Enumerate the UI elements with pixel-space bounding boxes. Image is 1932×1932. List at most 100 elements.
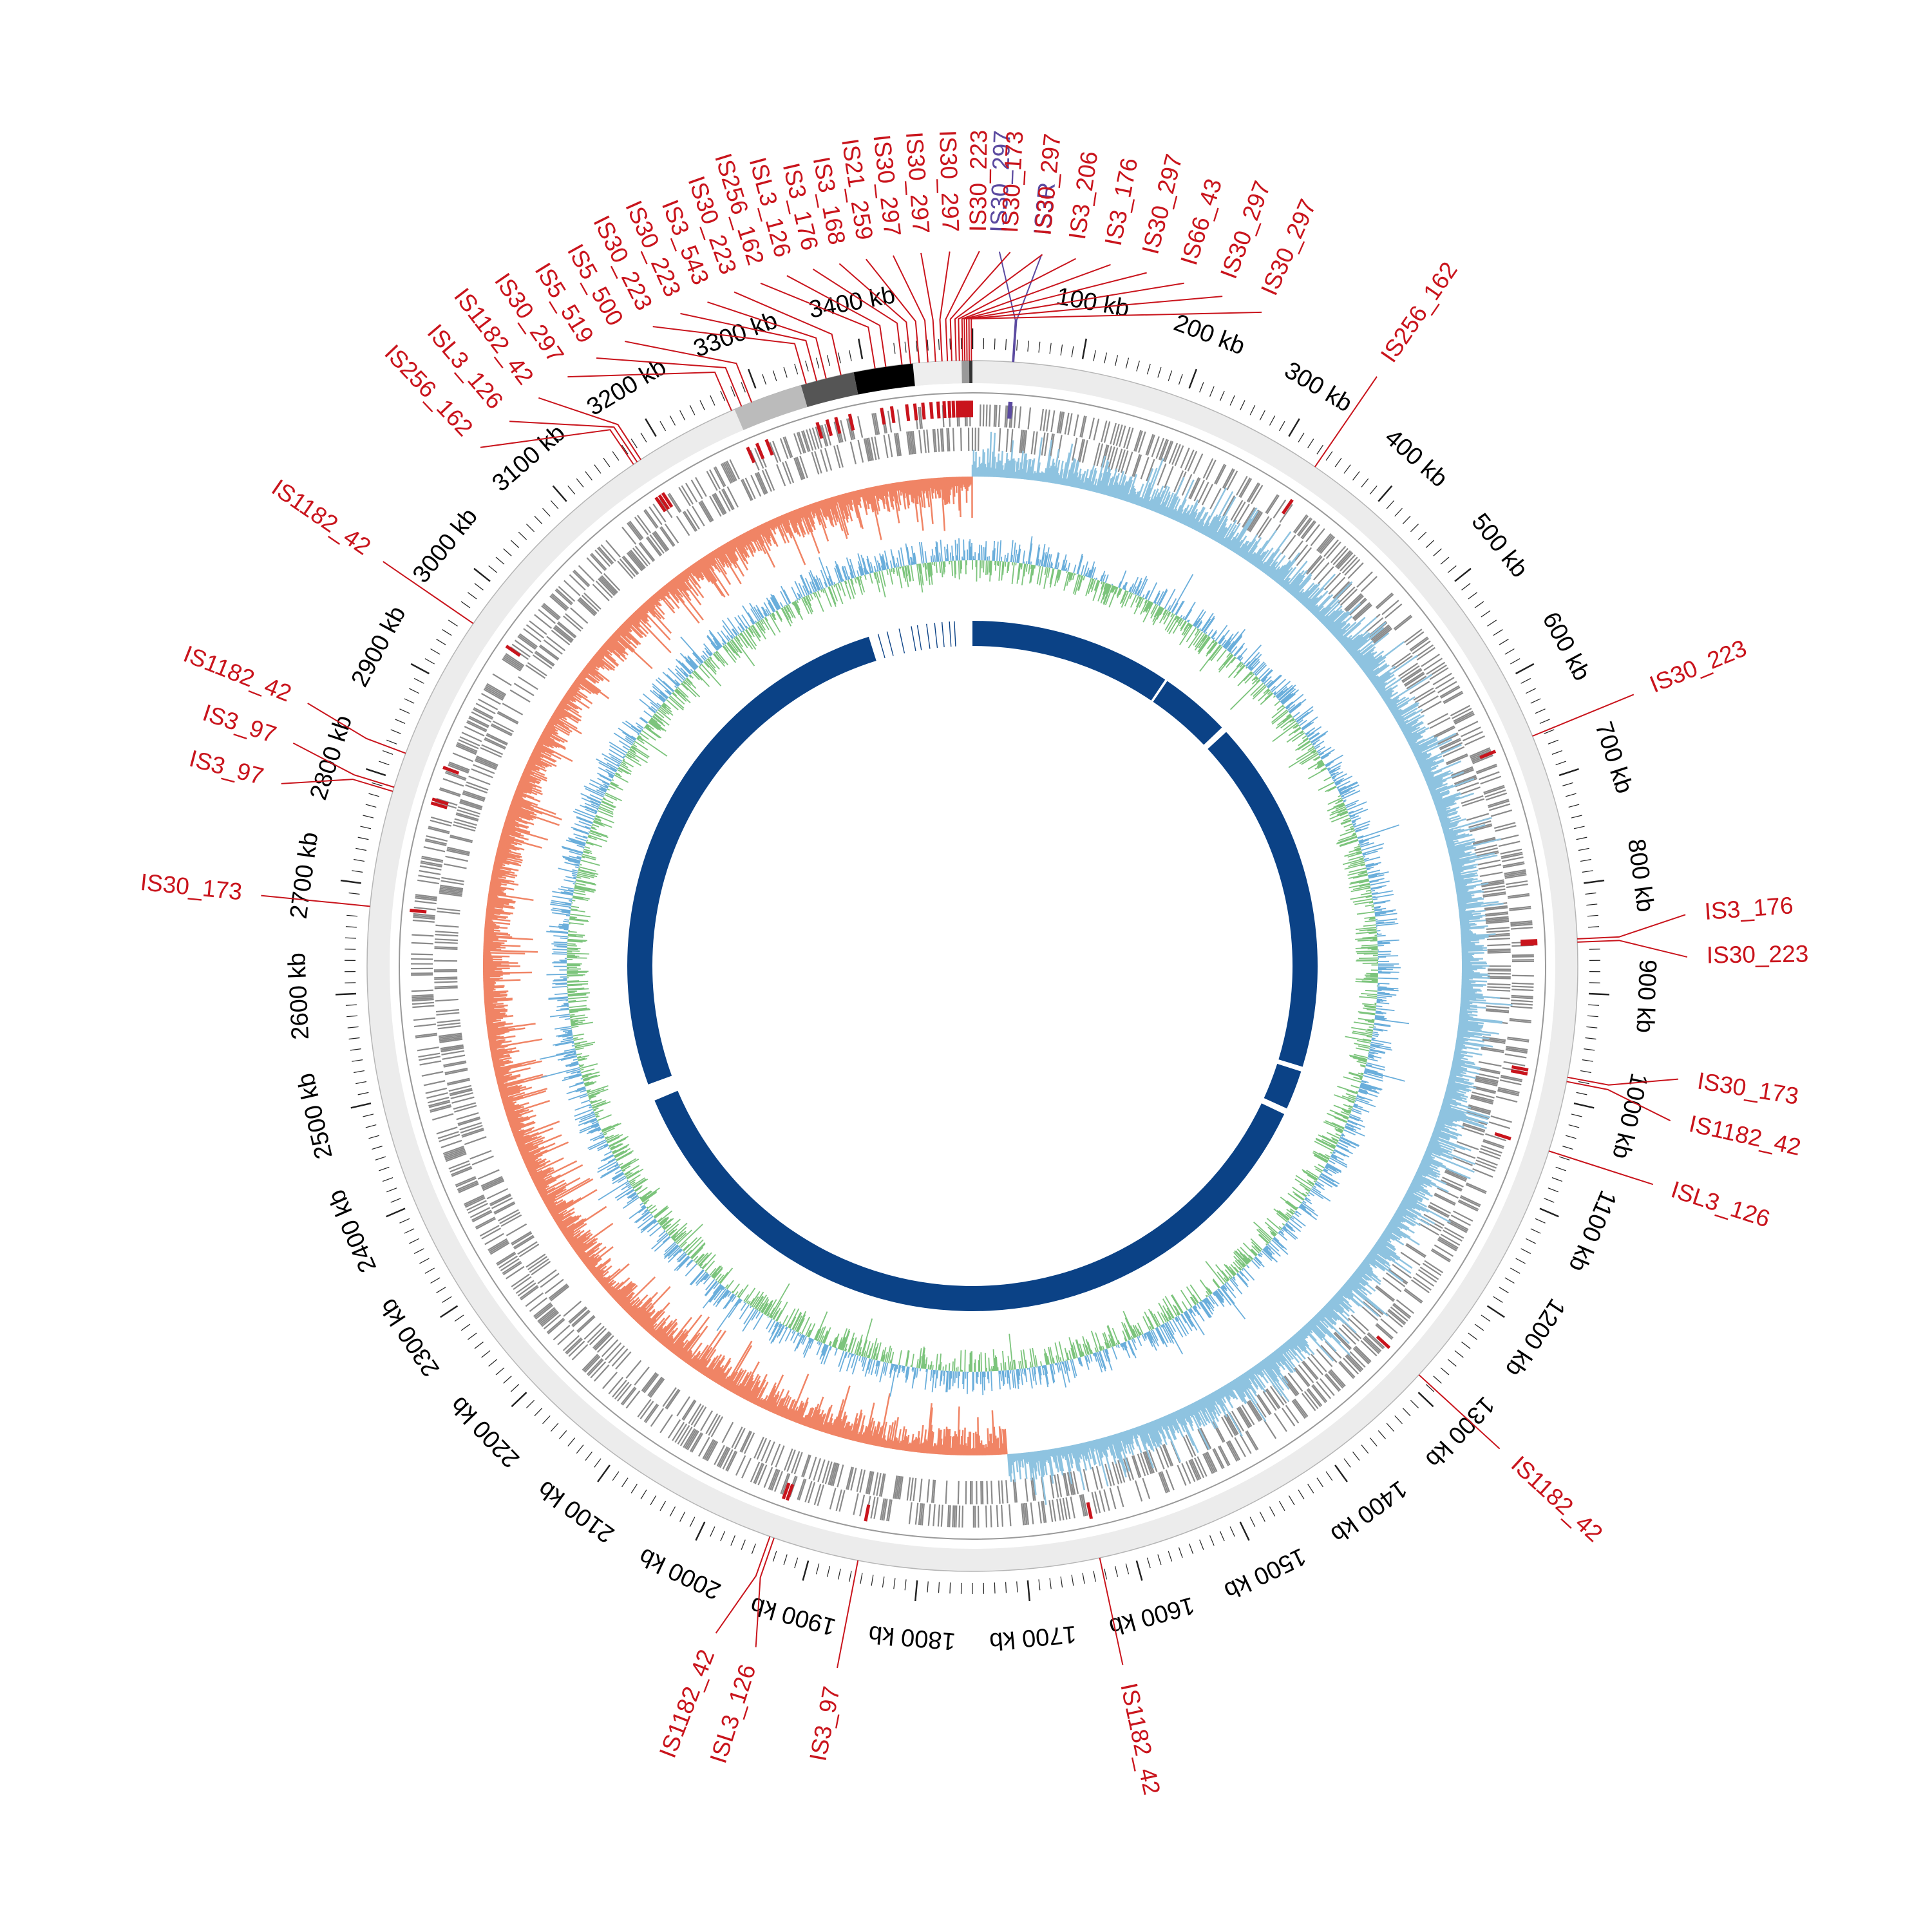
- gc-skew-bar: [1321, 1307, 1332, 1319]
- minor-tick: [409, 1238, 419, 1244]
- gc-skew-bar: [1241, 534, 1258, 558]
- minor-tick: [659, 1501, 667, 1511]
- gc-skew-bar: [520, 776, 536, 784]
- gc-skew-bar: [1428, 1143, 1449, 1153]
- gc-skew-bar: [485, 1012, 506, 1016]
- gc-skew-bar: [794, 1403, 804, 1423]
- gc-skew-bar: [484, 994, 507, 997]
- cds-feature: [686, 509, 700, 530]
- minor-tick: [1544, 1198, 1555, 1203]
- gc-skew-bar: [631, 1297, 652, 1318]
- gc-skew-bar: [848, 1423, 853, 1440]
- gc-skew-bar: [1287, 574, 1303, 592]
- gc-skew-bar: [720, 545, 726, 554]
- cds-feature: [577, 1316, 596, 1333]
- gc-skew-bar: [498, 843, 520, 851]
- gc-skew-bar: [644, 1302, 670, 1331]
- gc-content-bar: [1199, 644, 1221, 672]
- gc-skew-bar: [578, 675, 610, 699]
- cds-feature: [562, 1335, 580, 1351]
- cds-feature: [1409, 636, 1428, 651]
- cds-feature: [1486, 792, 1508, 801]
- cds-feature: [529, 1258, 549, 1273]
- gc-skew-bar: [1334, 1293, 1345, 1302]
- gc-skew-bar: [592, 1259, 611, 1276]
- cds-feature: [913, 1478, 917, 1502]
- gc-skew-bar: [714, 1368, 724, 1383]
- minor-tick: [1157, 1554, 1162, 1566]
- gc-skew-bar: [997, 1437, 1000, 1455]
- gc-content-bar: [1156, 607, 1162, 616]
- cds-feature: [688, 1403, 702, 1425]
- cds-feature: [650, 1408, 665, 1427]
- gc-skew-bar: [1350, 627, 1385, 656]
- gc-skew-bar: [1243, 551, 1249, 560]
- cds-feature: [690, 479, 703, 500]
- gc-content-bar: [1156, 591, 1164, 605]
- gc-skew-bar: [551, 716, 565, 726]
- gc-skew-bar: [759, 1398, 766, 1408]
- gc-skew-bar: [576, 677, 598, 694]
- gc-skew-bar: [627, 617, 647, 638]
- gc-skew-bar: [739, 535, 749, 551]
- gc-skew-bar: [1025, 1452, 1028, 1464]
- gc-content-bar: [1267, 690, 1272, 696]
- gc-content-bar: [1294, 740, 1311, 752]
- gc-skew-bar: [513, 795, 538, 806]
- gc-content-bar: [1043, 567, 1049, 589]
- gc-skew-bar: [1346, 636, 1364, 652]
- scale-label: 400 kb: [1379, 424, 1453, 493]
- gc-skew-bar: [621, 623, 630, 632]
- gc-skew-bar: [1455, 1043, 1466, 1047]
- gc-skew-bar: [657, 591, 666, 600]
- gc-skew-bar: [619, 1291, 634, 1306]
- gc-skew-bar: [1269, 1354, 1277, 1363]
- gc-skew-bar: [565, 692, 590, 709]
- cds-feature: [1350, 1314, 1369, 1332]
- minor-tick: [1361, 478, 1369, 488]
- gc-skew-bar: [484, 932, 511, 936]
- scale-label: 1500 kb: [1220, 1542, 1310, 1605]
- gc-skew-bar: [1383, 691, 1399, 702]
- gc-skew-bar: [1396, 1208, 1416, 1221]
- gc-skew-bar: [1458, 900, 1499, 908]
- gc-skew-bar: [1152, 486, 1164, 512]
- cds-feature: [932, 429, 936, 453]
- gc-skew-bar: [1008, 1454, 1012, 1482]
- minor-tick: [1343, 1458, 1351, 1468]
- gc-skew-bar: [507, 1115, 522, 1121]
- cds-feature: [455, 744, 477, 755]
- cds-feature: [817, 1459, 826, 1482]
- gc-skew-bar: [533, 749, 557, 762]
- gc-skew-bar: [649, 1318, 665, 1335]
- gc-skew-bar: [522, 773, 537, 781]
- cds-feature: [443, 1060, 466, 1066]
- gc-skew-bar: [518, 782, 533, 790]
- gc-skew-bar: [1069, 1445, 1073, 1454]
- cds-feature: [1472, 754, 1493, 764]
- gc-skew-bar: [483, 990, 493, 992]
- gc-skew-bar: [1133, 1427, 1139, 1439]
- scale-label: 2400 kb: [323, 1186, 382, 1276]
- gc-skew-bar: [900, 481, 907, 510]
- gc-skew-bar: [553, 1213, 564, 1220]
- gc-content-bar: [1168, 598, 1177, 612]
- major-tick: [1539, 1208, 1559, 1218]
- gc-skew-bar: [1452, 1059, 1475, 1066]
- gc-skew-bar: [543, 1188, 567, 1202]
- gc-skew-bar: [1378, 678, 1401, 694]
- gc-skew-bar: [1002, 469, 1005, 478]
- minor-tick: [1578, 1081, 1589, 1084]
- scale-label: 900 kb: [1631, 959, 1661, 1034]
- cds-feature: [1115, 424, 1123, 446]
- gc-skew-bar: [592, 655, 605, 666]
- gc-skew-bar: [1431, 1135, 1472, 1151]
- gc-skew-bar: [797, 1397, 810, 1424]
- gc-skew-bar: [672, 1334, 688, 1354]
- cds-feature: [451, 1166, 472, 1176]
- gc-skew-bar: [664, 585, 680, 603]
- cds-feature: [1355, 1345, 1372, 1363]
- cds-feature: [1039, 408, 1045, 431]
- gc-skew-bar: [1063, 1446, 1067, 1461]
- minor-tick: [689, 1517, 696, 1527]
